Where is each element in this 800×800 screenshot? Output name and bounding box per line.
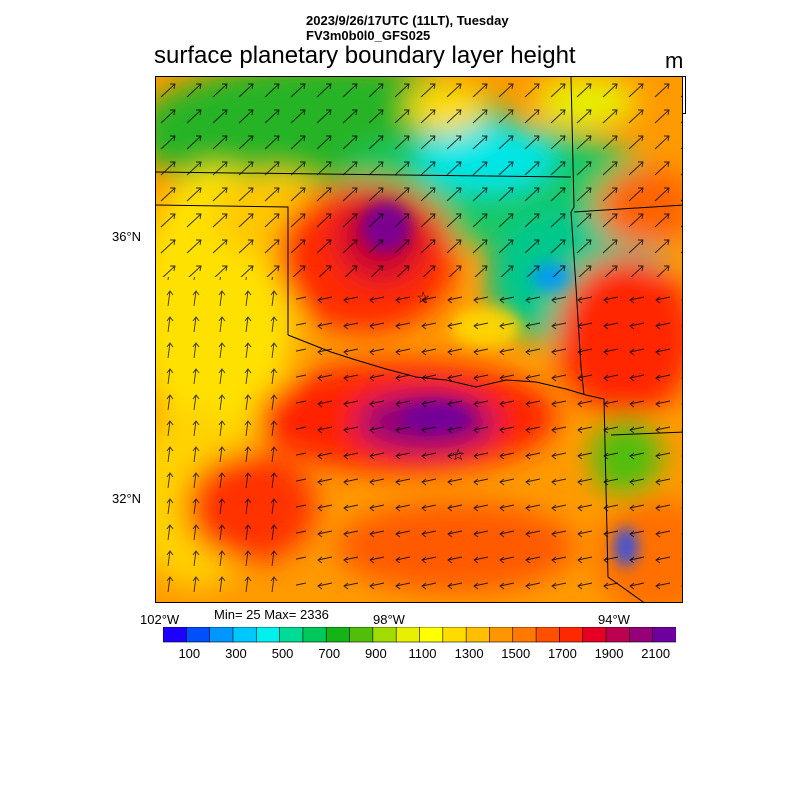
lon-label-102w: 102°W xyxy=(140,612,180,627)
colorbar-label: 700 xyxy=(318,646,341,661)
city-marker-star-south: ☆ xyxy=(451,447,465,464)
colorbar-swatch xyxy=(186,626,211,643)
colorbar xyxy=(162,626,677,649)
colorbar-swatch xyxy=(302,626,327,643)
colorbar-label: 500 xyxy=(271,646,294,661)
pbl-field-map: ☆ ☆ xyxy=(156,77,682,602)
valid-time-title: 2023/9/26/17UTC (11LT), Tuesday xyxy=(306,13,509,28)
colorbar-label: 1500 xyxy=(501,646,531,661)
colorbar-swatch xyxy=(489,626,514,643)
colorbar-label: 1300 xyxy=(454,646,484,661)
colorbar-swatch xyxy=(162,626,187,643)
colorbar-swatch xyxy=(605,626,630,643)
colorbar-swatch xyxy=(395,626,421,643)
lon-label-98w: 98°W xyxy=(373,612,405,627)
colorbar-swatch xyxy=(325,626,351,643)
colorbar-label: 900 xyxy=(365,646,387,661)
colorbar-swatch xyxy=(512,626,537,643)
colorbar-swatch xyxy=(349,626,374,643)
colorbar-swatch xyxy=(442,626,467,643)
colorbar-swatch xyxy=(629,626,654,643)
min-max-label: Min= 25 Max= 2336 xyxy=(214,607,329,622)
colorbar-label: 1900 xyxy=(594,646,624,661)
lat-label-36n: 36°N xyxy=(112,229,142,244)
colorbar-swatch xyxy=(279,626,304,643)
colorbar-swatch xyxy=(232,626,257,643)
lat-label-32n: 32°N xyxy=(112,491,142,506)
lon-label-94w: 94°W xyxy=(598,612,630,627)
colorbar-label: 100 xyxy=(178,646,201,661)
colorbar-label: 300 xyxy=(225,646,247,661)
colorbar-label: 1700 xyxy=(547,646,577,661)
colorbar-swatch xyxy=(419,626,444,643)
city-marker-star-north: ☆ xyxy=(416,290,430,307)
colorbar-label: 1100 xyxy=(408,646,437,661)
units-label: m xyxy=(665,48,684,73)
colorbar-swatch xyxy=(465,626,491,643)
colorbar-swatch xyxy=(255,626,281,643)
colorbar-label: 2100 xyxy=(641,646,671,661)
colorbar-swatch xyxy=(559,626,584,643)
colorbar-swatch xyxy=(652,626,677,643)
colorbar-swatch xyxy=(535,626,561,643)
map-panel: ☆ ☆ xyxy=(155,76,683,603)
colorbar-swatch xyxy=(372,626,397,643)
colorbar-swatch xyxy=(209,626,234,643)
colorbar-swatches xyxy=(162,626,677,643)
colorbar-swatch xyxy=(582,626,607,643)
model-run-title: FV3m0b0l0_GFS025 xyxy=(306,28,431,43)
main-title: surface planetary boundary layer height xyxy=(154,42,576,69)
